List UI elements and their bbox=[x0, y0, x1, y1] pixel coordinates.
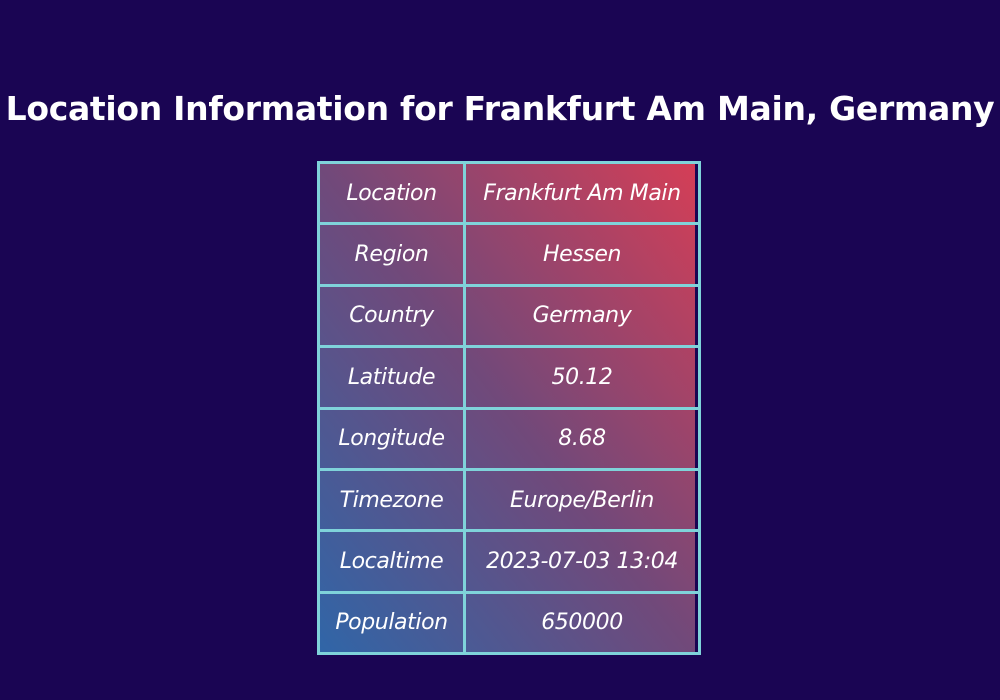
row-value-localtime: 2023-07-03 13:04 bbox=[463, 529, 701, 594]
row-value-country: Germany bbox=[463, 283, 701, 349]
table-row-longitude: Longitude 8.68 bbox=[317, 406, 701, 471]
row-label-longitude: Longitude bbox=[317, 406, 466, 471]
table-row-location: Location Frankfurt Am Main bbox=[317, 160, 701, 226]
table-row-localtime: Localtime 2023-07-03 13:04 bbox=[317, 529, 701, 594]
location-info-table: Location Frankfurt Am Main Region Hessen… bbox=[317, 160, 701, 656]
location-info-table-container: Location Frankfurt Am Main Region Hessen… bbox=[317, 160, 701, 656]
row-label-population: Population bbox=[317, 590, 466, 656]
table-row-population: Population 650000 bbox=[317, 590, 701, 656]
row-label-location: Location bbox=[317, 160, 466, 226]
row-value-latitude: 50.12 bbox=[463, 345, 701, 410]
row-label-region: Region bbox=[317, 222, 466, 287]
row-value-longitude: 8.68 bbox=[463, 406, 701, 471]
table-row-region: Region Hessen bbox=[317, 222, 701, 287]
page-title: Location Information for Frankfurt Am Ma… bbox=[5, 89, 995, 128]
table-row-latitude: Latitude 50.12 bbox=[317, 345, 701, 410]
row-value-location: Frankfurt Am Main bbox=[463, 160, 701, 226]
row-value-timezone: Europe/Berlin bbox=[463, 467, 701, 533]
row-label-latitude: Latitude bbox=[317, 345, 466, 410]
row-label-localtime: Localtime bbox=[317, 529, 466, 594]
row-label-country: Country bbox=[317, 283, 466, 349]
row-label-timezone: Timezone bbox=[317, 467, 466, 533]
table-row-timezone: Timezone Europe/Berlin bbox=[317, 467, 701, 533]
row-value-population: 650000 bbox=[463, 590, 701, 656]
table-row-country: Country Germany bbox=[317, 283, 701, 349]
row-value-region: Hessen bbox=[463, 222, 701, 287]
